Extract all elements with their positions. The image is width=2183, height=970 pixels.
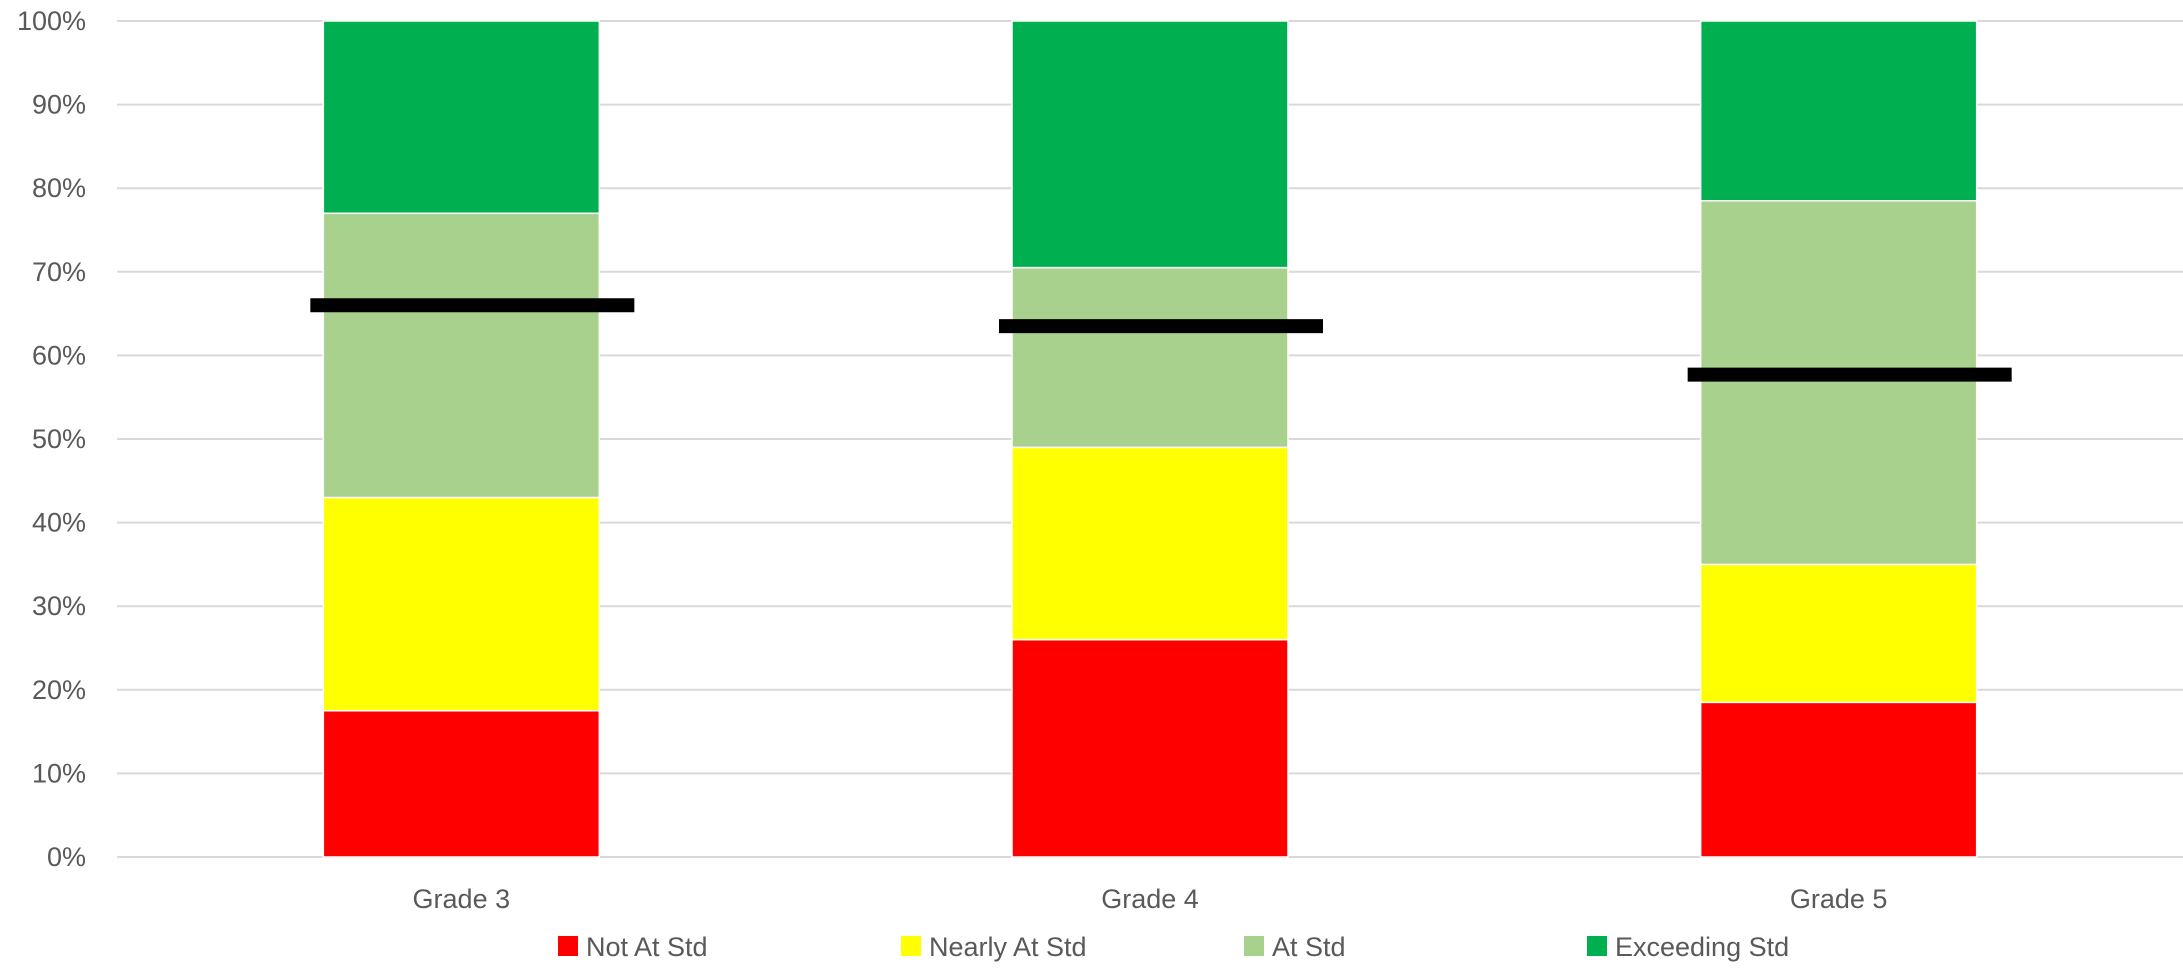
legend-label: Nearly At Std bbox=[929, 932, 1087, 962]
category-label: Grade 4 bbox=[1101, 884, 1199, 914]
benchmark-marker bbox=[999, 319, 1323, 334]
benchmark-marker bbox=[1687, 367, 2012, 382]
benchmark-marker bbox=[310, 298, 635, 313]
y-tick-label: 40% bbox=[32, 508, 86, 538]
bars bbox=[322, 20, 1978, 858]
legend-label: Not At Std bbox=[586, 932, 708, 962]
bar-segment-nearly-at-std bbox=[1699, 563, 1978, 704]
y-tick-label: 50% bbox=[32, 424, 86, 454]
y-tick-label: 10% bbox=[32, 758, 86, 788]
benchmark-markers bbox=[310, 298, 2012, 382]
legend-swatch bbox=[558, 936, 578, 956]
y-tick-label: 30% bbox=[32, 591, 86, 621]
legend-label: Exceeding Std bbox=[1615, 932, 1789, 962]
legend-swatch bbox=[901, 936, 921, 956]
y-tick-label: 100% bbox=[17, 6, 86, 36]
y-tick-label: 80% bbox=[32, 173, 86, 203]
y-tick-label: 90% bbox=[32, 90, 86, 120]
y-tick-label: 0% bbox=[47, 842, 86, 872]
category-label: Grade 3 bbox=[413, 884, 511, 914]
bar-segment-not-at-std bbox=[322, 709, 601, 858]
legend: Not At Std Nearly At Std At Std Exceeding S… bbox=[558, 932, 1789, 962]
bar-segment-at-std bbox=[1011, 266, 1289, 449]
bar-segment-exceeding-std bbox=[1699, 20, 1978, 202]
bar-segment-at-std bbox=[1699, 199, 1978, 566]
y-axis-tick-labels: 0% 10% 20% 30% 40% 50% 60% 70% 80% 90% 100% bbox=[17, 6, 86, 872]
bar-segment-nearly-at-std bbox=[1011, 446, 1289, 641]
y-tick-label: 70% bbox=[32, 257, 86, 287]
legend-swatch bbox=[1587, 936, 1607, 956]
y-tick-label: 60% bbox=[32, 340, 86, 370]
bar-segment-nearly-at-std bbox=[322, 496, 601, 712]
category-label: Grade 5 bbox=[1790, 884, 1888, 914]
bar-segment-not-at-std bbox=[1011, 638, 1289, 858]
bar-segment-exceeding-std bbox=[322, 20, 601, 215]
bar-segment-exceeding-std bbox=[1011, 20, 1289, 269]
bar-segment-not-at-std bbox=[1699, 701, 1978, 858]
legend-label: At Std bbox=[1272, 932, 1346, 962]
x-axis-category-labels: Grade 3 Grade 4 Grade 5 bbox=[413, 884, 1888, 914]
bar-segment-at-std bbox=[322, 212, 601, 499]
y-tick-label: 20% bbox=[32, 675, 86, 705]
legend-swatch bbox=[1244, 936, 1264, 956]
